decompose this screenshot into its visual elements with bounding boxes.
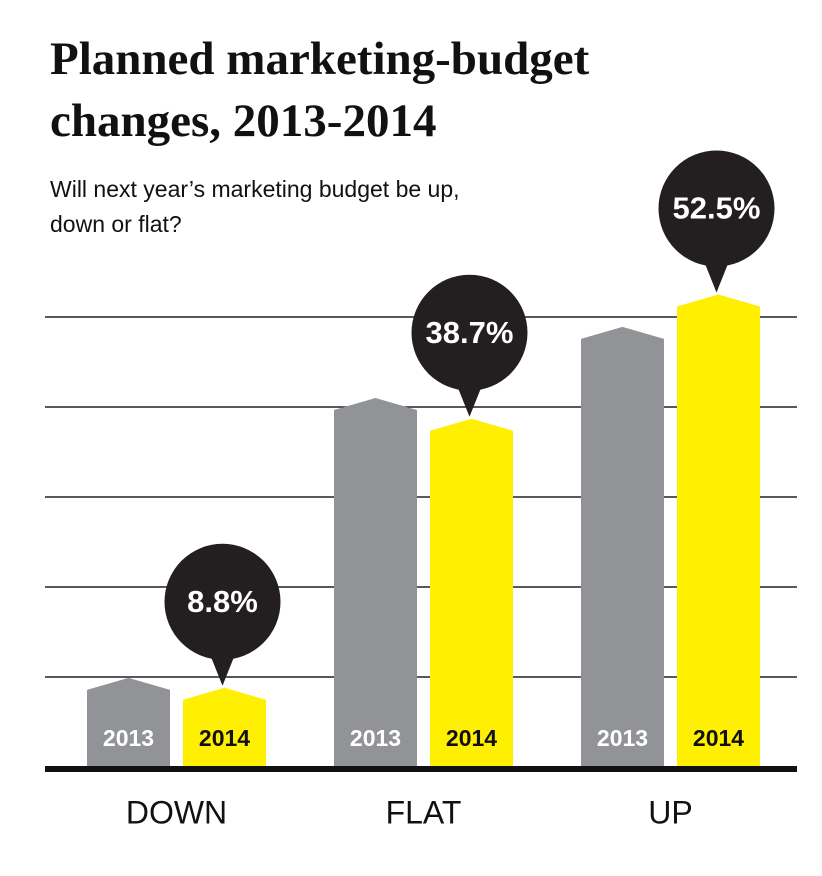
bar [87, 677, 170, 767]
value-label: 52.5% [673, 191, 761, 226]
bar-series-label: 2013 [103, 725, 154, 751]
bar [677, 294, 760, 767]
bar-series-label: 2013 [597, 725, 648, 751]
label-bubble [164, 543, 281, 660]
x-tick-label: UP [648, 794, 692, 830]
label-bubble [704, 262, 729, 293]
bar-series-label: 2014 [693, 725, 744, 751]
label-bubble [210, 655, 235, 686]
label-bubble [457, 386, 482, 417]
bar [581, 326, 664, 767]
bar [430, 418, 513, 767]
label-bubble [411, 274, 528, 391]
chart-subtitle: Will next year’s marketing budget be up,… [50, 176, 460, 237]
chart-title: Planned marketing-budget changes, 2013-2… [50, 33, 590, 147]
bar-series-label: 2014 [199, 725, 250, 751]
x-tick-label: DOWN [126, 794, 227, 830]
bar [183, 687, 266, 767]
bar-series-label: 2014 [446, 725, 497, 751]
value-label: 8.8% [187, 584, 258, 619]
x-tick-label: FLAT [386, 794, 462, 830]
bar-series-label: 2013 [350, 725, 401, 751]
bar [334, 398, 417, 767]
value-label: 38.7% [426, 315, 514, 350]
label-bubble [658, 150, 775, 267]
